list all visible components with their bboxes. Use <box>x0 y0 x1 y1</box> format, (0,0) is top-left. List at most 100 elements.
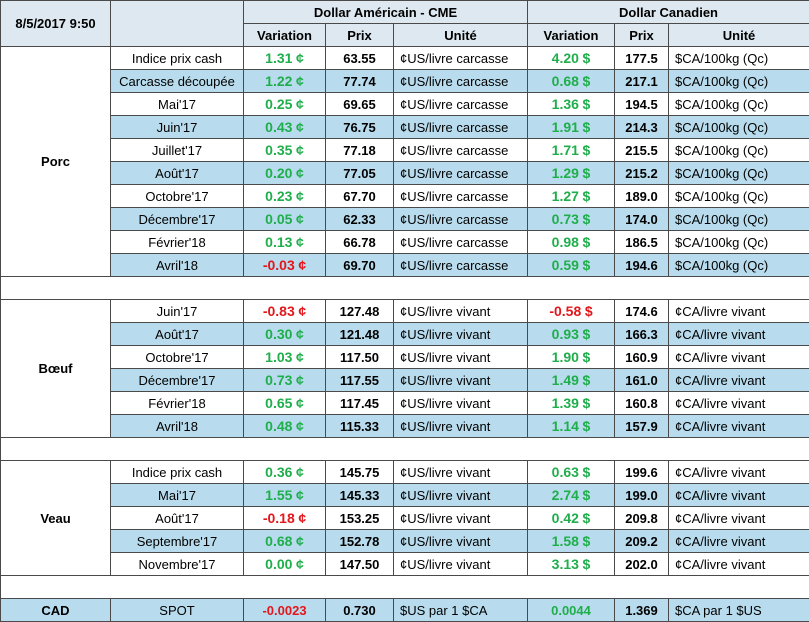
usd-variation-header: Variation <box>243 23 326 47</box>
usd-unit: ¢US/livre carcasse <box>393 138 528 162</box>
usd-unit: ¢US/livre carcasse <box>393 92 528 116</box>
cad-unit: $CA/100kg (Qc) <box>667 92 809 116</box>
variation-cell: 0.73 $ <box>527 207 615 231</box>
table-row: Décembre'17 0.73 ¢ 117.55 ¢US/livre vivant 1… <box>1 368 809 392</box>
usd-price: 127.48 <box>325 299 394 323</box>
cad-unit: ¢CA/livre vivant <box>667 483 809 507</box>
contract-name: Juin'17 <box>110 299 244 323</box>
cad-price: 202.0 <box>614 552 669 576</box>
variation-cell: 1.71 $ <box>527 138 615 162</box>
variation-cell: 4.20 $ <box>527 46 615 70</box>
table-row: Juillet'17 0.35 ¢ 77.18 ¢US/livre carcasse 1… <box>1 138 809 162</box>
variation-value: 1.49 <box>551 372 579 388</box>
table-row: Décembre'17 0.05 ¢ 62.33 ¢US/livre carcasse… <box>1 207 809 231</box>
cad-unit: $CA/100kg (Qc) <box>667 46 809 70</box>
cad-unite-header: Unité <box>667 23 809 47</box>
variation-symbol: $ <box>582 418 591 434</box>
variation-cell: 1.36 $ <box>527 92 615 116</box>
variation-value: 1.36 <box>551 96 579 112</box>
cad-unit: ¢CA/livre vivant <box>667 299 809 323</box>
variation-symbol: $ <box>582 464 591 480</box>
variation-value: 0.63 <box>551 464 579 480</box>
cad-price: 215.5 <box>614 138 669 162</box>
cad-price: 215.2 <box>614 161 669 185</box>
section-label-boeuf: Bœuf <box>0 299 111 438</box>
variation-symbol: ¢ <box>296 165 304 181</box>
variation-value: -0.03 <box>262 257 295 273</box>
variation-value: 1.31 <box>265 50 293 66</box>
table-row: Octobre'17 1.03 ¢ 117.50 ¢US/livre vivant 1.… <box>1 345 809 369</box>
variation-value: 1.91 <box>551 119 579 135</box>
timestamp: 8/5/2017 9:50 <box>0 0 111 47</box>
usd-price: 66.78 <box>325 230 394 254</box>
variation-symbol: $ <box>582 533 591 549</box>
variation-cell: 0.30 ¢ <box>243 322 326 346</box>
usd-price: 147.50 <box>325 552 394 576</box>
variation-value: 1.71 <box>551 142 579 158</box>
contract-name: Indice prix cash <box>110 460 244 484</box>
variation-symbol: ¢ <box>296 142 304 158</box>
variation-cell: 0.93 $ <box>527 322 615 346</box>
variation-cell: 0.42 $ <box>527 506 615 530</box>
variation-value: 1.27 <box>551 188 579 204</box>
variation-symbol: ¢ <box>296 234 304 250</box>
contract-name: Février'18 <box>110 391 244 415</box>
variation-value: 0.25 <box>265 96 293 112</box>
table-row: Août'17 0.20 ¢ 77.05 ¢US/livre carcasse 1.29… <box>1 161 809 185</box>
cad-unit: ¢CA/livre vivant <box>667 529 809 553</box>
currency-usd-price: 0.730 <box>325 598 394 622</box>
variation-cell: 0.48 ¢ <box>243 414 326 438</box>
contract-name: Décembre'17 <box>110 368 244 392</box>
variation-symbol: ¢ <box>296 556 304 572</box>
cad-price: 166.3 <box>614 322 669 346</box>
spacer-cell <box>0 276 809 300</box>
cad-price: 174.0 <box>614 207 669 231</box>
table-row: Juin'17 0.43 ¢ 76.75 ¢US/livre carcasse 1.91… <box>1 115 809 139</box>
usd-unit: ¢US/livre vivant <box>393 483 528 507</box>
contract-name: Août'17 <box>110 161 244 185</box>
usd-unit: ¢US/livre vivant <box>393 506 528 530</box>
variation-cell: 1.03 ¢ <box>243 345 326 369</box>
contract-name: Juillet'17 <box>110 138 244 162</box>
usd-unit: ¢US/livre vivant <box>393 299 528 323</box>
usd-unit: ¢US/livre vivant <box>393 529 528 553</box>
variation-value: 1.22 <box>265 73 293 89</box>
variation-symbol: ¢ <box>296 50 304 66</box>
table-row: Avril'18 0.48 ¢ 115.33 ¢US/livre vivant 1.14… <box>1 414 809 438</box>
usd-unit: ¢US/livre carcasse <box>393 69 528 93</box>
cad-price: 209.2 <box>614 529 669 553</box>
variation-value: 0.05 <box>265 211 293 227</box>
variation-cell: 1.27 $ <box>527 184 615 208</box>
variation-value: 0.65 <box>265 395 293 411</box>
variation-value: 4.20 <box>551 50 579 66</box>
variation-cell: 1.55 ¢ <box>243 483 326 507</box>
variation-cell: 1.31 ¢ <box>243 46 326 70</box>
usd-price: 152.78 <box>325 529 394 553</box>
variation-symbol: $ <box>584 303 593 319</box>
variation-value: 0.43 <box>265 119 293 135</box>
variation-value: 0.30 <box>265 326 293 342</box>
contract-name: Octobre'17 <box>110 345 244 369</box>
usd-group-title: Dollar Américain - CME <box>243 0 528 24</box>
variation-cell: 0.98 $ <box>527 230 615 254</box>
variation-cell: 0.65 ¢ <box>243 391 326 415</box>
cad-price: 186.5 <box>614 230 669 254</box>
variation-cell: 1.49 $ <box>527 368 615 392</box>
cad-unit: $CA/100kg (Qc) <box>667 69 809 93</box>
usd-unit: ¢US/livre carcasse <box>393 46 528 70</box>
usd-unit: ¢US/livre vivant <box>393 552 528 576</box>
usd-price: 117.50 <box>325 345 394 369</box>
usd-price: 153.25 <box>325 506 394 530</box>
variation-value: 0.13 <box>265 234 293 250</box>
variation-cell: 1.91 $ <box>527 115 615 139</box>
section-spacer <box>0 575 809 599</box>
cad-unit: ¢CA/livre vivant <box>667 345 809 369</box>
variation-cell: 0.43 ¢ <box>243 115 326 139</box>
usd-price: 117.55 <box>325 368 394 392</box>
cad-price: 217.1 <box>614 69 669 93</box>
table-row: Août'17 0.30 ¢ 121.48 ¢US/livre vivant 0.93 … <box>1 322 809 346</box>
variation-value: 0.36 <box>265 464 293 480</box>
usd-unit: ¢US/livre carcasse <box>393 161 528 185</box>
section-label-porc: Porc <box>0 46 111 277</box>
variation-value: 0.42 <box>551 510 579 526</box>
